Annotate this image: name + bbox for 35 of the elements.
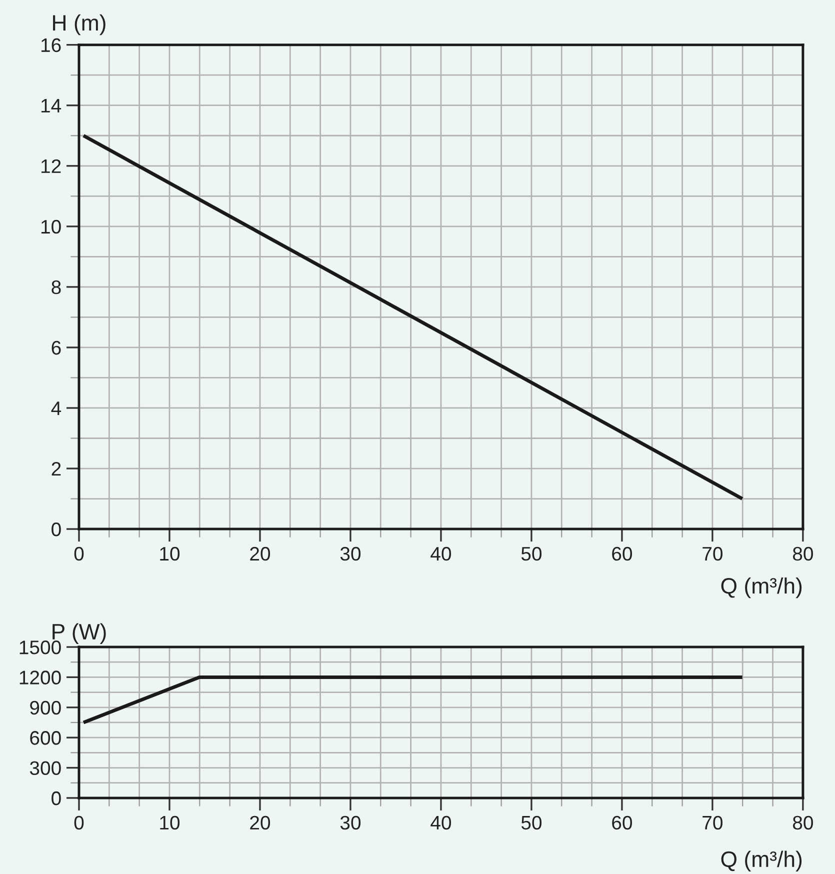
y-tick-label: 900 [30,700,61,715]
y-tick-label: 1200 [20,670,61,684]
x-tick-label: 40 [430,546,452,561]
y-tick-label: 8 [52,280,61,294]
x-tick-label: 0 [74,816,84,830]
x-axis-title: Q (m³/h) [721,577,802,598]
y-tick-label: 16 [41,38,61,52]
x-tick-label: 70 [702,816,722,830]
x-axis-title: Q (m³/h) [721,850,802,872]
x-tick-label: 20 [250,546,270,561]
y-axis-title: H (m) [53,14,106,36]
x-tick-label: 50 [521,816,542,830]
x-tick-label: 50 [521,546,542,561]
x-tick-label: 0 [74,546,84,561]
x-tick-label: 70 [702,546,722,561]
x-tick-label: 60 [612,816,632,830]
x-tick-label: 10 [160,546,180,561]
y-tick-label: 0 [52,791,61,806]
y-tick-label: 300 [30,761,61,776]
y-tick-label: 4 [51,402,62,416]
x-tick-label: 40 [430,816,452,830]
x-tick-label: 30 [340,546,361,561]
y-tick-label: 6 [52,340,61,355]
x-tick-label: 60 [612,546,632,561]
x-tick-label: 20 [250,816,270,830]
y-tick-label: 600 [30,731,61,745]
y-tick-label: 2 [52,462,61,476]
y-tick-label: 14 [41,99,62,112]
x-tick-label: 80 [792,816,813,830]
y-tick-label: 12 [41,159,61,173]
y-tick-label: 0 [52,522,61,536]
y-tick-label: 10 [41,220,61,234]
x-tick-label: 10 [160,816,180,830]
x-tick-label: 30 [340,816,361,830]
x-tick-label: 80 [792,546,813,561]
